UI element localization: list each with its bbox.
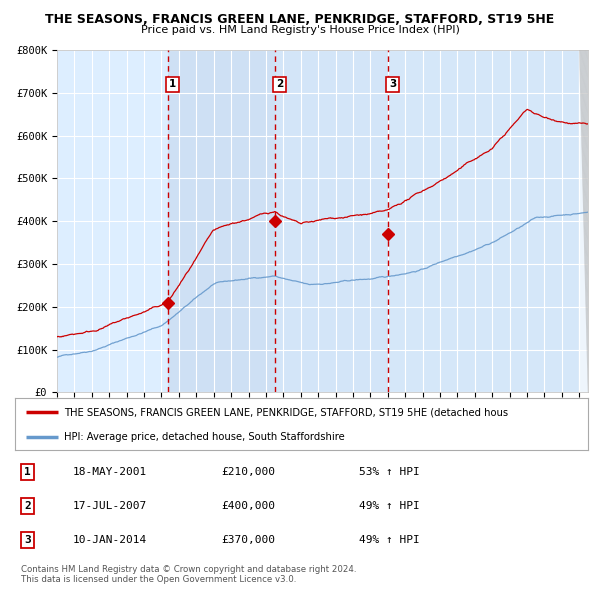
Text: 2: 2 xyxy=(276,80,283,89)
Text: £370,000: £370,000 xyxy=(221,535,275,545)
Bar xyxy=(388,50,588,392)
Text: Contains HM Land Registry data © Crown copyright and database right 2024.: Contains HM Land Registry data © Crown c… xyxy=(21,565,356,574)
Text: 18-MAY-2001: 18-MAY-2001 xyxy=(73,467,146,477)
Text: This data is licensed under the Open Government Licence v3.0.: This data is licensed under the Open Gov… xyxy=(21,575,296,584)
Text: 17-JUL-2007: 17-JUL-2007 xyxy=(73,501,146,511)
Bar xyxy=(168,50,275,392)
Text: 3: 3 xyxy=(24,535,31,545)
Text: Price paid vs. HM Land Registry's House Price Index (HPI): Price paid vs. HM Land Registry's House … xyxy=(140,25,460,35)
Text: THE SEASONS, FRANCIS GREEN LANE, PENKRIDGE, STAFFORD, ST19 5HE: THE SEASONS, FRANCIS GREEN LANE, PENKRID… xyxy=(46,13,554,26)
Text: 10-JAN-2014: 10-JAN-2014 xyxy=(73,535,146,545)
Text: HPI: Average price, detached house, South Staffordshire: HPI: Average price, detached house, Sout… xyxy=(64,432,344,442)
Text: 2: 2 xyxy=(24,501,31,511)
Bar xyxy=(275,50,388,392)
Text: 53% ↑ HPI: 53% ↑ HPI xyxy=(359,467,419,477)
Text: £400,000: £400,000 xyxy=(221,501,275,511)
Text: 49% ↑ HPI: 49% ↑ HPI xyxy=(359,501,419,511)
Text: THE SEASONS, FRANCIS GREEN LANE, PENKRIDGE, STAFFORD, ST19 5HE (detached hous: THE SEASONS, FRANCIS GREEN LANE, PENKRID… xyxy=(64,407,508,417)
Text: £210,000: £210,000 xyxy=(221,467,275,477)
Text: 3: 3 xyxy=(389,80,396,89)
Text: 1: 1 xyxy=(24,467,31,477)
Text: 49% ↑ HPI: 49% ↑ HPI xyxy=(359,535,419,545)
Text: 1: 1 xyxy=(169,80,176,89)
